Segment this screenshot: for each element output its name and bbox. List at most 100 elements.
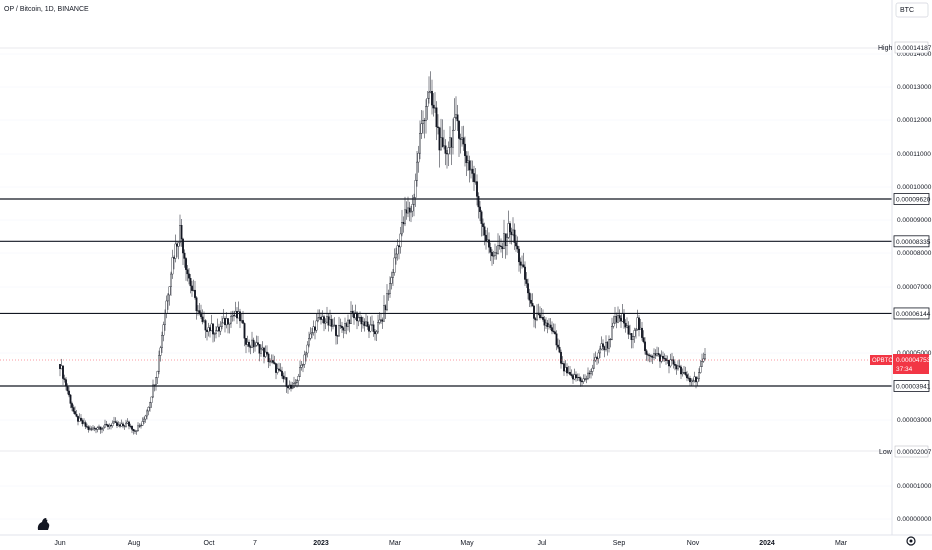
candle-body [480, 211, 483, 224]
candle-body [189, 278, 192, 287]
candle-body [599, 348, 601, 354]
candle-body [333, 324, 336, 326]
candle-body [435, 107, 438, 128]
candle-body [329, 319, 331, 326]
candle-body [120, 423, 123, 427]
candle-body [141, 421, 144, 426]
candle-body [357, 317, 360, 322]
candle-body [540, 316, 543, 318]
candle-body [306, 344, 309, 354]
tradingview-logo-icon[interactable] [37, 518, 50, 530]
candle-body [647, 354, 649, 356]
candle-body [236, 311, 238, 319]
candle-body [342, 327, 345, 331]
candle-body [426, 98, 429, 107]
price-scale[interactable]: 0.00014000 0.00013000 0.00012000 0.00011000… [897, 51, 932, 523]
candle-body [276, 368, 279, 373]
candle-body [650, 355, 652, 357]
time-tick-label: Mar [389, 540, 402, 547]
candle-body [543, 319, 546, 326]
candle-body [207, 327, 210, 332]
candle-body [516, 245, 519, 250]
candle-body [653, 353, 655, 358]
candle-body [515, 242, 517, 247]
candle-body [557, 344, 559, 348]
candle-body [401, 222, 403, 235]
candle-body [446, 153, 448, 155]
low-value: 0.00002007 [897, 449, 932, 456]
candle-body [62, 365, 64, 379]
candle-body [660, 355, 663, 362]
gear-icon[interactable] [906, 536, 916, 546]
candle-body [186, 269, 189, 275]
candle-body [569, 372, 571, 375]
candle-body [171, 257, 174, 275]
candle-body [347, 319, 349, 327]
candle-body [242, 320, 244, 324]
candle-body [488, 239, 490, 248]
candle-body [273, 362, 276, 364]
level-value: 0.00006144 [896, 311, 931, 318]
candle-body [464, 143, 466, 156]
candle-body [77, 416, 79, 422]
candle-body [111, 422, 114, 427]
candle-body [482, 223, 484, 227]
candle-body [704, 354, 706, 360]
candle-body [452, 129, 454, 148]
candle-body [662, 355, 664, 359]
candle-body [359, 316, 361, 319]
candle-body [303, 354, 306, 365]
candle-body [564, 367, 567, 372]
candle-body [123, 425, 126, 427]
candle-body [393, 257, 396, 273]
candle-body [431, 91, 433, 106]
candle-body [377, 322, 379, 333]
candle-body [146, 410, 148, 417]
candle-body [272, 360, 274, 363]
candle-body [125, 422, 127, 427]
candle-body [174, 243, 177, 259]
candle-body [275, 363, 277, 373]
candle-body [578, 377, 580, 379]
candle-body [525, 279, 528, 284]
candle-body [584, 378, 586, 380]
candle-body [573, 374, 576, 380]
candle-body [440, 137, 442, 151]
candle-body [501, 246, 504, 250]
candle-body [521, 264, 523, 266]
candle-body [666, 359, 669, 361]
candle-body [594, 357, 597, 361]
candle-body [119, 424, 121, 427]
candle-body [443, 145, 445, 148]
candle-body [176, 243, 178, 247]
candle-body [555, 333, 558, 346]
candle-body [105, 424, 108, 426]
candle-body [626, 325, 628, 328]
candle-body [545, 322, 547, 326]
time-axis[interactable]: Jun Aug Oct 7 2023 Mar May Jul Sep Nov 2024 Mar [54, 540, 847, 547]
candle-body [534, 318, 537, 321]
currency-button[interactable] [895, 2, 929, 18]
candle-body [500, 245, 502, 247]
candle-body [536, 312, 538, 321]
candle-body [674, 364, 676, 366]
candle-body [336, 335, 339, 337]
candle-body [99, 426, 102, 430]
candle-body [339, 325, 342, 327]
candle-body [693, 376, 696, 381]
candle-body [177, 242, 180, 247]
candle-body [420, 123, 423, 134]
candle-body [98, 426, 100, 428]
candle-body [378, 319, 381, 323]
candle-body [398, 245, 400, 248]
candle-body [147, 407, 150, 412]
level-value-box [893, 307, 930, 320]
price-tick-label: 0.00012000 [897, 117, 932, 124]
candle-body [165, 300, 168, 314]
candle-body [539, 314, 541, 318]
candle-body [104, 424, 106, 428]
symbol-title: OP / Bitcoin, 1D, BINANCE [4, 6, 89, 13]
candle-body [83, 422, 85, 425]
candle-body [692, 380, 694, 382]
